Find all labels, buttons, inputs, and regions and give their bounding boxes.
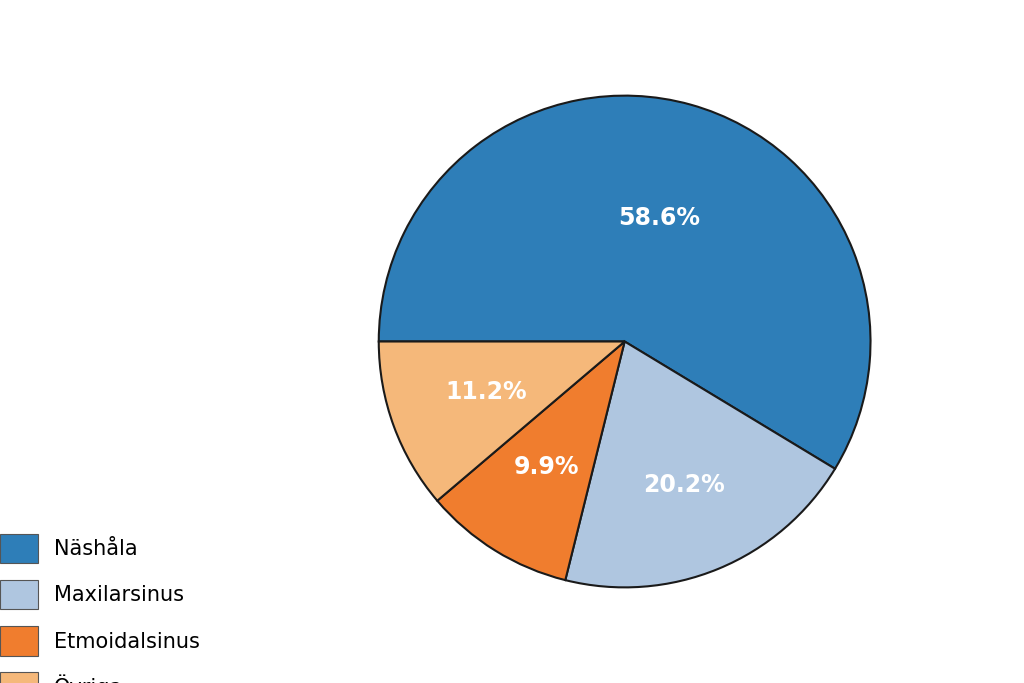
Legend: Näshåla, Maxilarsinus, Etmoidalsinus, Övriga: Näshåla, Maxilarsinus, Etmoidalsinus, Öv…: [0, 523, 211, 683]
Wedge shape: [437, 342, 625, 580]
Text: 9.9%: 9.9%: [514, 455, 580, 479]
Text: 20.2%: 20.2%: [643, 473, 725, 497]
Wedge shape: [379, 96, 870, 469]
Wedge shape: [565, 342, 835, 587]
Text: 58.6%: 58.6%: [618, 206, 700, 230]
Text: 11.2%: 11.2%: [445, 380, 527, 404]
Wedge shape: [379, 342, 625, 501]
